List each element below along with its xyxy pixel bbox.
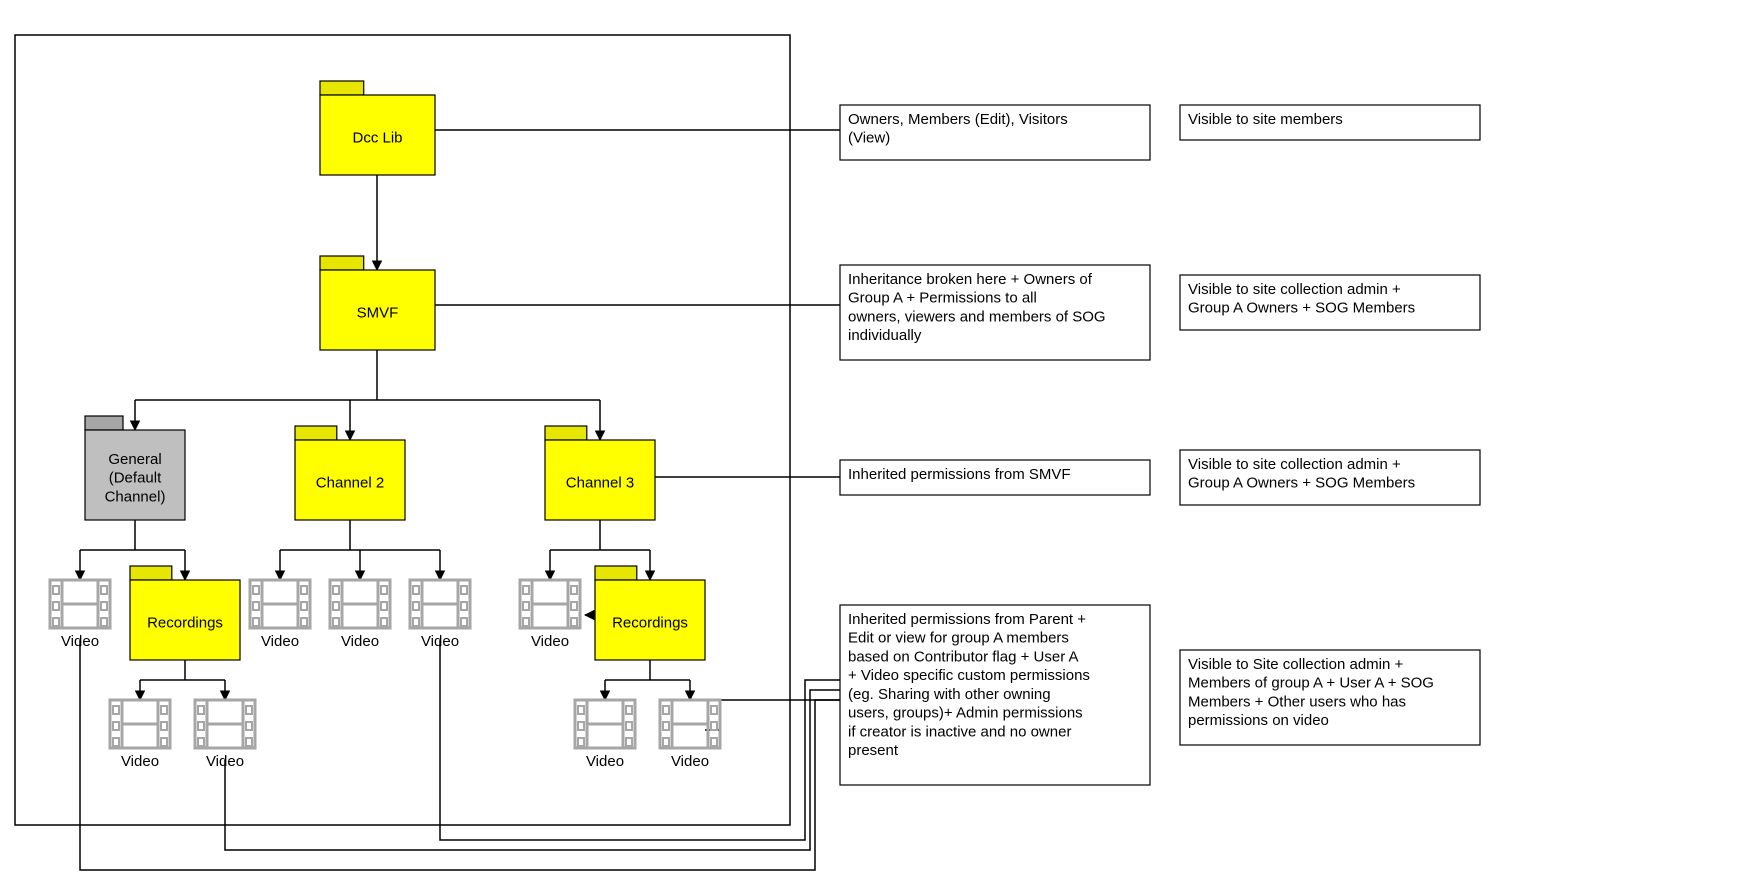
svg-text:SMVF: SMVF bbox=[357, 305, 399, 322]
video-v_c2b: Video bbox=[330, 580, 390, 650]
video-label: Video bbox=[341, 633, 379, 650]
video-v_gen: Video bbox=[50, 580, 110, 650]
connector bbox=[225, 690, 840, 850]
folder-ch3: Channel 3 bbox=[545, 426, 655, 520]
video-v_r2b: Video bbox=[660, 700, 720, 770]
svg-text:Visible to site collection adm: Visible to site collection admin +Group … bbox=[1188, 281, 1415, 317]
folder-ch2: Channel 2 bbox=[295, 426, 405, 520]
connector bbox=[80, 640, 840, 870]
svg-text:Recordings: Recordings bbox=[612, 615, 688, 632]
video-label: Video bbox=[121, 753, 159, 770]
video-label: Video bbox=[61, 633, 99, 650]
svg-text:Inherited permissions from SMV: Inherited permissions from SMVF bbox=[848, 466, 1071, 483]
folder-dcc: Dcc Lib bbox=[320, 81, 435, 175]
annotation-v3: Visible to site collection admin +Group … bbox=[1180, 450, 1480, 505]
annotation-a2: Inheritance broken here + Owners ofGroup… bbox=[840, 265, 1150, 360]
folder-smvf: SMVF bbox=[320, 256, 435, 350]
video-v_c2c: Video bbox=[410, 580, 470, 650]
annotation-v4: Visible to Site collection admin +Member… bbox=[1180, 650, 1480, 745]
video-v_c3: Video bbox=[520, 580, 580, 650]
video-label: Video bbox=[586, 753, 624, 770]
annotation-a3: Inherited permissions from SMVF bbox=[840, 460, 1150, 495]
folder-rec1: Recordings bbox=[130, 566, 240, 660]
video-label: Video bbox=[261, 633, 299, 650]
folder-gen: General(DefaultChannel) bbox=[85, 416, 185, 520]
svg-text:Recordings: Recordings bbox=[147, 615, 223, 632]
video-label: Video bbox=[421, 633, 459, 650]
connector bbox=[705, 700, 840, 730]
annotation-a4: Inherited permissions from Parent +Edit … bbox=[840, 605, 1150, 785]
svg-text:General(DefaultChannel): General(DefaultChannel) bbox=[105, 451, 166, 506]
video-v_r2a: Video bbox=[575, 700, 635, 770]
annotation-v1: Visible to site members bbox=[1180, 105, 1480, 140]
video-v_r1a: Video bbox=[110, 700, 170, 770]
svg-text:Channel 3: Channel 3 bbox=[566, 475, 634, 492]
diagram-canvas: Dcc Lib SMVF General(DefaultChannel) Channe… bbox=[0, 0, 1752, 891]
video-v_c2a: Video bbox=[250, 580, 310, 650]
video-label: Video bbox=[531, 633, 569, 650]
video-label: Video bbox=[206, 753, 244, 770]
video-label: Video bbox=[671, 753, 709, 770]
svg-text:Dcc Lib: Dcc Lib bbox=[352, 130, 402, 147]
video-v_r1b: Video bbox=[195, 700, 255, 770]
annotation-v2: Visible to site collection admin +Group … bbox=[1180, 275, 1480, 330]
svg-text:Visible to site collection adm: Visible to site collection admin +Group … bbox=[1188, 456, 1415, 492]
annotation-a1: Owners, Members (Edit), Visitors(View) bbox=[840, 105, 1150, 160]
folder-rec2: Recordings bbox=[595, 566, 705, 660]
connector bbox=[440, 640, 840, 840]
svg-text:Channel 2: Channel 2 bbox=[316, 475, 384, 492]
svg-text:Visible to site members: Visible to site members bbox=[1188, 111, 1343, 128]
